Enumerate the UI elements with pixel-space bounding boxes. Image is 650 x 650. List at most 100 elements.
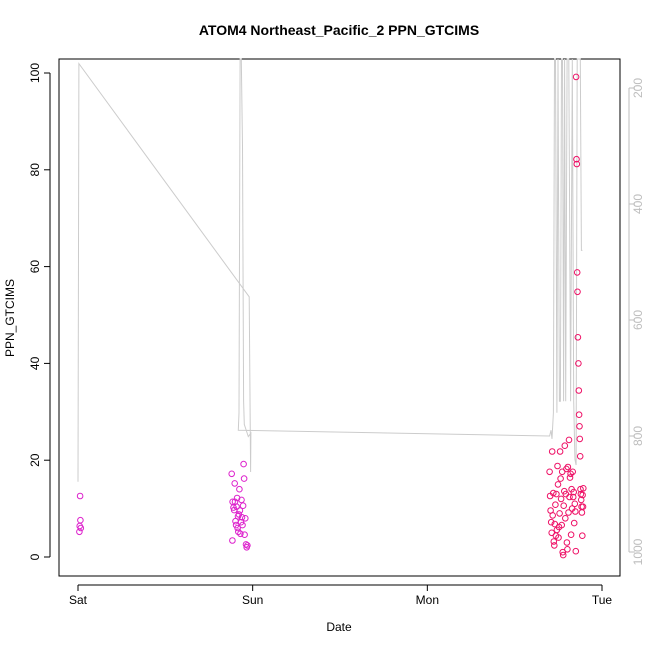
data-point xyxy=(565,436,573,444)
y-right-tick-label: 800 xyxy=(631,426,645,446)
data-point xyxy=(574,334,582,341)
data-point xyxy=(565,509,572,516)
data-point xyxy=(235,528,242,536)
y-axis-label: PPN_GTCIMS xyxy=(3,279,17,357)
data-point xyxy=(77,516,84,524)
data-point xyxy=(551,542,558,549)
data-point xyxy=(238,514,246,521)
secondary-series-line xyxy=(77,58,583,482)
data-point xyxy=(560,502,568,510)
data-point xyxy=(556,448,564,455)
data-point xyxy=(574,288,581,296)
chart-title: ATOM4 Northeast_Pacific_2 PPN_GTCIMS xyxy=(199,22,479,38)
data-point xyxy=(557,475,564,482)
data-point xyxy=(566,474,574,481)
points-layer xyxy=(76,73,587,559)
data-point xyxy=(576,423,583,430)
data-point xyxy=(234,524,241,532)
y-tick-label: 0 xyxy=(28,553,42,560)
data-point xyxy=(575,411,583,419)
plot-frame xyxy=(58,58,621,577)
y-tick-label: 40 xyxy=(28,356,42,370)
secondary-line-layer xyxy=(77,58,583,482)
data-point xyxy=(569,468,577,476)
data-point xyxy=(554,481,562,488)
data-point xyxy=(240,475,248,482)
data-point xyxy=(548,448,556,455)
data-point xyxy=(236,507,244,514)
data-point xyxy=(579,532,586,540)
data-point xyxy=(559,548,567,556)
data-point xyxy=(240,460,247,468)
data-point xyxy=(566,493,573,501)
data-point xyxy=(557,495,565,503)
data-point xyxy=(547,518,555,526)
data-point xyxy=(562,515,569,522)
y-tick-label: 80 xyxy=(28,163,42,177)
x-tick-label: Mon xyxy=(416,593,439,607)
data-point xyxy=(554,462,561,470)
data-point xyxy=(572,508,579,515)
data-point xyxy=(572,73,580,81)
data-point xyxy=(238,496,245,504)
data-point xyxy=(577,485,584,493)
data-point xyxy=(559,551,567,559)
data-point xyxy=(241,531,248,539)
data-point xyxy=(239,521,246,529)
data-point xyxy=(564,546,571,553)
data-point xyxy=(570,488,578,496)
data-point xyxy=(228,470,235,478)
data-point xyxy=(580,485,587,492)
data-point xyxy=(555,534,562,541)
data-point xyxy=(558,521,566,529)
data-point xyxy=(76,492,84,500)
data-point xyxy=(76,528,83,536)
data-point xyxy=(572,547,580,555)
data-point xyxy=(234,513,242,520)
data-point xyxy=(578,509,586,516)
data-point xyxy=(546,468,553,476)
data-point xyxy=(237,530,244,538)
data-point xyxy=(239,502,247,510)
data-point xyxy=(77,524,85,532)
data-point xyxy=(575,360,582,367)
data-point xyxy=(242,541,250,548)
data-point xyxy=(569,493,577,501)
x-axis: Sat Sun Mon Tue xyxy=(69,584,613,607)
data-point xyxy=(231,480,238,487)
data-point xyxy=(573,155,580,163)
data-point xyxy=(575,387,583,394)
y-tick-label: 100 xyxy=(28,63,42,83)
data-point xyxy=(579,503,587,511)
data-point xyxy=(236,485,243,493)
data-point xyxy=(550,538,558,545)
y-right-tick-label: 400 xyxy=(631,194,645,214)
data-point xyxy=(573,269,581,276)
data-point xyxy=(233,503,240,511)
data-point xyxy=(567,531,575,539)
data-point xyxy=(563,465,570,473)
data-point xyxy=(552,501,559,509)
y-right-tick-label: 600 xyxy=(631,310,645,330)
y-right-tick-label: 200 xyxy=(631,78,645,98)
data-point xyxy=(550,489,557,497)
data-point xyxy=(563,539,571,546)
y-right-tick-label: 1000 xyxy=(631,538,645,565)
y-tick-label: 20 xyxy=(28,453,42,467)
data-point xyxy=(576,435,584,443)
data-point xyxy=(556,510,563,517)
data-point xyxy=(549,512,557,519)
data-point xyxy=(244,542,251,549)
data-point xyxy=(571,500,579,508)
data-point xyxy=(564,463,572,471)
x-tick-label: Tue xyxy=(592,593,613,607)
data-point xyxy=(553,490,560,498)
data-point xyxy=(567,470,574,478)
x-tick-label: Sat xyxy=(69,593,88,607)
x-tick-label: Sun xyxy=(242,593,263,607)
data-point xyxy=(242,515,249,522)
y-axis-right: 200 400 600 800 1000 xyxy=(628,78,645,565)
data-point xyxy=(570,519,578,527)
data-point xyxy=(229,537,236,544)
